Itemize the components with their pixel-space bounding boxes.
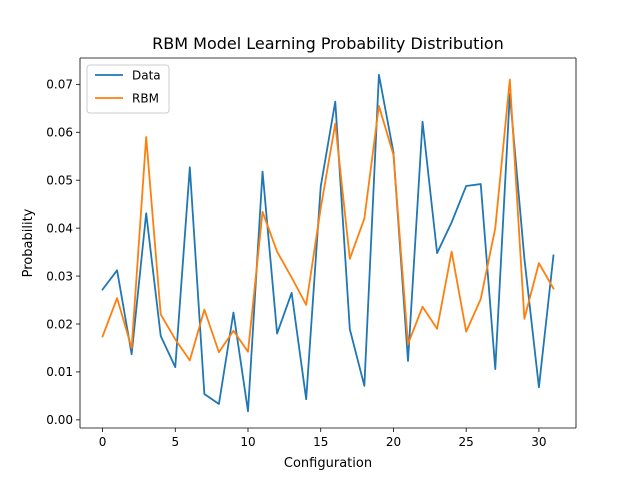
legend-label-data: Data	[132, 69, 161, 83]
series-line-rbm	[101, 78, 555, 362]
y-tick-label: 0.01	[46, 365, 73, 379]
x-axis-ticks: 0 5 10 15 20 25 30	[99, 428, 547, 449]
y-axis-label: Probability	[21, 208, 36, 277]
x-axis-label: Configuration	[284, 456, 372, 471]
x-tick-label: 30	[531, 435, 546, 449]
x-tick-label: 5	[171, 435, 179, 449]
series-layer	[101, 73, 555, 413]
legend-frame	[86, 64, 170, 114]
y-tick-label: 0.07	[46, 78, 73, 92]
x-tick-label: 15	[313, 435, 328, 449]
plot-area	[80, 58, 576, 428]
y-tick-label: 0.05	[46, 174, 73, 188]
y-tick-label: 0.02	[46, 317, 73, 331]
series-line-data	[101, 73, 555, 413]
y-tick-label: 0.00	[46, 413, 73, 427]
x-tick-label: 10	[240, 435, 255, 449]
x-tick-label: 20	[386, 435, 401, 449]
x-tick-label: 0	[99, 435, 107, 449]
axes-frame	[79, 57, 577, 429]
y-axis-ticks: 0.00 0.01 0.02 0.03 0.04 0.05 0.06 0.07	[46, 78, 80, 427]
x-tick-label: 25	[459, 435, 474, 449]
legend-label-rbm: RBM	[132, 92, 159, 106]
y-tick-label: 0.04	[46, 221, 73, 235]
legend: Data RBM	[86, 64, 170, 114]
y-tick-label: 0.06	[46, 126, 73, 140]
chart-title: RBM Model Learning Probability Distribut…	[152, 34, 504, 53]
y-tick-label: 0.03	[46, 269, 73, 283]
